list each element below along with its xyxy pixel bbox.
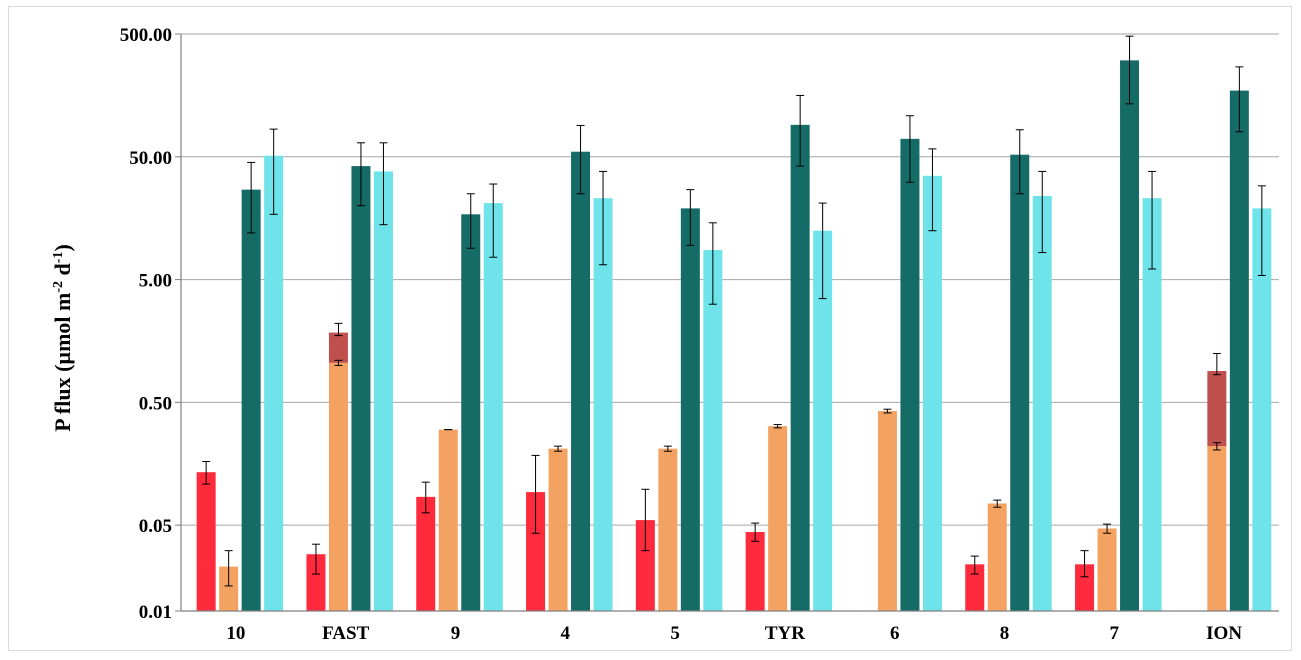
error-bars xyxy=(202,35,1266,587)
bars xyxy=(196,60,1272,612)
x-tick-label: TYR xyxy=(765,623,805,644)
bar xyxy=(790,124,810,611)
bar xyxy=(461,214,481,611)
x-tick-label: 8 xyxy=(1000,623,1010,644)
bar xyxy=(416,496,436,611)
y-axis-label: P flux (µmol m-2 d-1) xyxy=(50,244,75,432)
bar xyxy=(680,208,700,611)
bar xyxy=(900,138,920,612)
bar xyxy=(373,171,393,611)
bar xyxy=(987,503,1007,611)
x-tick-label: 6 xyxy=(890,623,900,644)
bar xyxy=(745,531,765,611)
chart-frame: 0.01 0.05 0.50 5.00 50.00 500.00 10 FAST 9 4 5 TYR 6… xyxy=(8,6,1292,651)
tick-labels: 0.01 0.05 0.50 5.00 50.00 500.00 10 FAST 9 4 5 TYR 6… xyxy=(120,25,1243,644)
y-tick-label: 0.50 xyxy=(139,393,172,414)
y-tick-label: 0.05 xyxy=(139,516,172,537)
bar xyxy=(548,448,568,611)
bar xyxy=(1252,208,1272,611)
bar xyxy=(1207,446,1227,611)
bar xyxy=(1120,60,1140,611)
bar xyxy=(351,166,371,612)
y-tick-label: 0.01 xyxy=(139,602,172,623)
bar xyxy=(241,189,261,611)
x-tick-label: 5 xyxy=(670,623,680,644)
bar xyxy=(922,175,942,611)
bar xyxy=(658,448,678,611)
bar xyxy=(1097,528,1117,611)
bar xyxy=(264,155,284,612)
bar xyxy=(813,230,833,611)
y-tick-label: 500.00 xyxy=(120,25,172,46)
bar xyxy=(1142,198,1162,611)
x-tick-label: ION xyxy=(1206,623,1242,644)
bar xyxy=(306,554,326,611)
bar xyxy=(593,198,613,611)
bar xyxy=(483,203,503,611)
x-tick-label: 7 xyxy=(1110,623,1120,644)
stacked-bar xyxy=(1207,371,1227,447)
bar xyxy=(526,492,546,611)
bar xyxy=(1032,195,1052,611)
bar xyxy=(703,250,723,611)
y-tick-label: 5.00 xyxy=(139,271,172,292)
bar xyxy=(1229,90,1249,612)
y-tick-label: 50.00 xyxy=(129,148,172,169)
bar xyxy=(965,564,985,611)
bar xyxy=(1010,154,1030,611)
stacked-bar xyxy=(328,332,348,363)
bar xyxy=(877,411,897,611)
bar xyxy=(219,566,239,611)
x-tick-label: 4 xyxy=(561,623,571,644)
bar xyxy=(768,426,788,611)
bar xyxy=(1075,564,1095,611)
bar xyxy=(196,472,216,611)
axes xyxy=(175,33,1279,612)
bar xyxy=(328,362,348,611)
bar-chart: 0.01 0.05 0.50 5.00 50.00 500.00 10 FAST 9 4 5 TYR 6… xyxy=(50,25,1279,644)
x-tick-label: 9 xyxy=(451,623,461,644)
x-tick-label: 10 xyxy=(226,623,245,644)
bar xyxy=(438,429,458,611)
bar xyxy=(571,151,591,611)
bar xyxy=(635,520,655,611)
x-tick-label: FAST xyxy=(322,623,369,644)
